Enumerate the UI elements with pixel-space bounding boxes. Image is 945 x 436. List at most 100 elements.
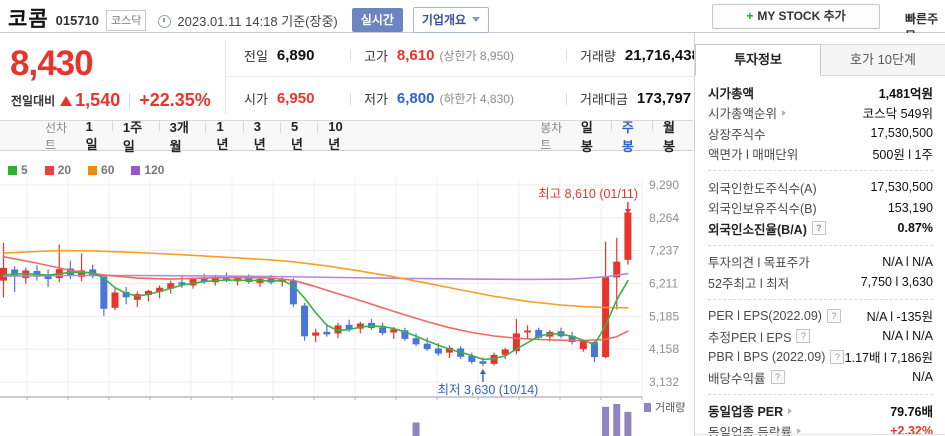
candle — [535, 329, 543, 338]
y-axis-label: 4,158 — [649, 342, 679, 356]
ma-legend-label: 5 — [21, 163, 28, 177]
candle — [524, 330, 532, 333]
info-row-label[interactable]: PBR l BPS (2022.09) — [708, 350, 844, 364]
candle — [200, 278, 208, 282]
candle — [144, 290, 152, 296]
ma-line-120w — [2, 272, 629, 281]
candle — [334, 325, 342, 334]
divider — [225, 40, 226, 114]
info-row-value: 17,530,500 — [870, 180, 933, 195]
info-row-label[interactable]: 시가총액순위 — [708, 103, 786, 122]
info-row: PBR l BPS (2022.09)1.17배 l 7,186원 — [708, 347, 933, 368]
chart-period-3개월[interactable]: 3개월 — [158, 117, 206, 155]
divider — [695, 434, 945, 435]
chart-period-주봉[interactable]: 주봉 — [610, 117, 652, 155]
chart-period-3년[interactable]: 3년 — [242, 119, 280, 153]
y-axis-label: 9,290 — [649, 178, 679, 192]
info-row-label[interactable]: PER l EPS(2022.09) — [708, 309, 841, 323]
candle — [423, 343, 431, 350]
info-row: 외국인한도주식수(A) 17,530,500 — [708, 177, 933, 198]
change-value: 1,540 — [75, 90, 121, 110]
candle — [323, 331, 331, 335]
info-row-label[interactable]: 추정PER l EPS — [708, 327, 810, 346]
volume-legend: 거래량 — [644, 399, 685, 415]
tab-investment-info[interactable]: 투자정보 — [695, 44, 821, 76]
high-cell: 고가 8,610 (상한가 8,950) — [332, 34, 548, 77]
candle — [602, 276, 610, 358]
info-row-value: +2.32% — [890, 424, 933, 436]
candle — [111, 292, 119, 308]
cell-label: 저가 — [364, 92, 388, 107]
price-summary: 8,430 전일대비 1,540 +22.35% 전일 6,890 고가 8,6… — [0, 34, 719, 120]
company-overview-button[interactable]: 기업개요 — [412, 6, 490, 33]
change-percent: +22.35% — [139, 90, 211, 110]
info-row-value: 79.76배 — [890, 405, 933, 420]
cell-label: 고가 — [364, 48, 388, 64]
chart-period-1년[interactable]: 1년 — [205, 119, 242, 153]
info-row-label[interactable]: 동일업종 등락률 — [708, 422, 801, 436]
add-mystock-label: MY STOCK 추가 — [757, 9, 846, 23]
candle — [100, 276, 108, 309]
candle — [189, 279, 197, 286]
candle — [401, 330, 409, 339]
candle-chart-periods: 일봉 주봉 월봉 — [570, 117, 693, 155]
ma-legend-item: 5 — [8, 163, 28, 177]
info-row-label: 52주최고 l 최저 — [708, 276, 790, 291]
divider — [350, 92, 351, 105]
volume-cell: 거래량 21,716,438 — [548, 34, 719, 77]
chart-period-1일[interactable]: 1일 — [85, 118, 98, 152]
line-chart-label: 선차트 — [45, 120, 68, 152]
add-mystock-button[interactable]: + MY STOCK 추가 — [712, 4, 880, 29]
info-row-label: 투자의견 l 목표주가 — [708, 256, 810, 271]
chart-period-1주일[interactable]: 1주일 — [111, 117, 159, 155]
company-overview-label: 기업개요 — [421, 12, 467, 27]
current-price: 8,430 — [10, 44, 94, 83]
ma-legend-item: 20 — [44, 163, 72, 177]
info-row-label[interactable]: 외국인소진율(B/A) — [708, 219, 826, 238]
candle — [579, 341, 587, 350]
chart-period-월봉[interactable]: 월봉 — [651, 117, 693, 155]
candle — [446, 347, 453, 353]
ma-legend-label: 20 — [57, 163, 72, 177]
y-axis-label: 7,237 — [649, 244, 679, 258]
info-row: 외국인소진율(B/A) 0.87% — [708, 218, 933, 239]
cell-value: 173,797 — [636, 90, 692, 107]
ma-line-20w — [2, 255, 629, 342]
info-row-label[interactable]: 배당수익률 — [708, 368, 785, 387]
stock-name: 코콤 — [8, 8, 49, 31]
lower-limit: (하한가 4,830) — [439, 92, 514, 106]
candle — [624, 212, 632, 260]
divider — [708, 244, 933, 246]
page-header: 코콤 015710 코스닥 2023.01.11 14:18 기준(장중) 실시… — [0, 0, 945, 43]
chart-period-일봉[interactable]: 일봉 — [580, 119, 593, 154]
candle — [133, 294, 141, 300]
candle-chart-label: 봉차트 — [540, 120, 563, 152]
cell-label: 시가 — [244, 92, 268, 107]
info-row-value: 1,481억원 — [878, 86, 933, 101]
chart-period-10년[interactable]: 10년 — [317, 119, 360, 153]
candle — [390, 329, 398, 333]
info-row-value: 7,750 l 3,630 — [860, 275, 933, 290]
y-axis-label: 3,132 — [649, 375, 679, 389]
info-row-value: 코스닥 549위 — [862, 107, 933, 122]
candle — [568, 335, 576, 343]
info-row: 동일업종 PER 79.76배 — [708, 401, 933, 422]
price-chart: 5 20 60 120 9,290 8,264 7,237 6,211 5,185 4,158 3… — [0, 152, 693, 436]
info-row-label: 외국인보유주식수(B) — [708, 202, 817, 217]
ma-legend-item: 120 — [131, 163, 164, 177]
info-row-label[interactable]: 동일업종 PER — [708, 401, 792, 420]
ma-line-5w — [2, 271, 629, 361]
tab-orderbook[interactable]: 호가 10단계 — [821, 44, 945, 76]
realtime-badge[interactable]: 실시간 — [351, 7, 403, 32]
info-row-value: 17,530,500 — [870, 126, 933, 141]
chart-period-5년[interactable]: 5년 — [279, 119, 317, 153]
cell-value: 6,800 — [396, 90, 435, 107]
info-row: 추정PER l EPS N/A l N/A — [708, 326, 933, 347]
info-row-label: 액면가 l 매매단위 — [708, 148, 799, 163]
ma-legend-label: 120 — [144, 163, 165, 177]
info-row: 시가총액 1,481억원 — [708, 82, 933, 103]
info-row-label: 상장주식수 — [708, 127, 766, 142]
info-row-value: N/A l N/A — [882, 329, 933, 344]
